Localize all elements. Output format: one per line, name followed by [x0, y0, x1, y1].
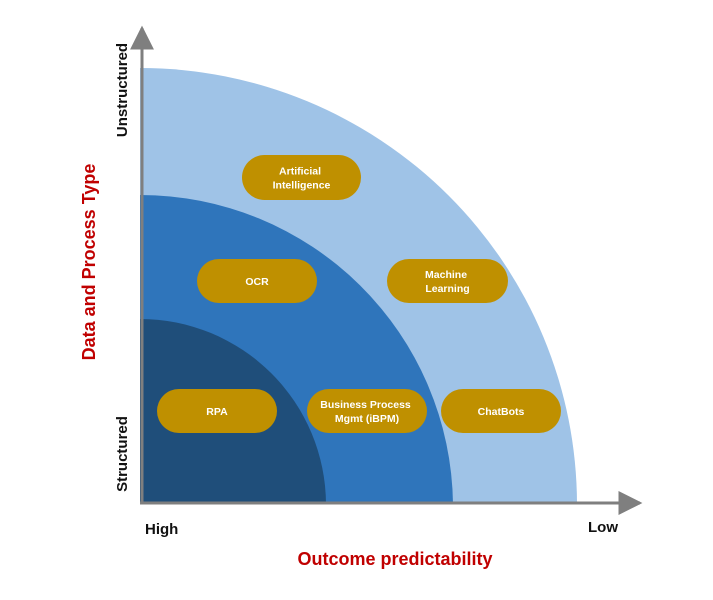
- pill-shape: [157, 389, 277, 433]
- pill-label-line: ChatBots: [478, 406, 525, 418]
- tech-pill-ocr: OCR: [197, 259, 317, 303]
- tech-pill-machine-learning: Machine Learning: [387, 259, 508, 303]
- pill-shape: [242, 155, 361, 200]
- tech-pill-business-process-mgmt: Business Process Mgmt (iBPM): [307, 389, 427, 433]
- pill-label-line: RPA: [206, 406, 228, 418]
- y-axis-unstructured-label: Unstructured: [114, 43, 131, 137]
- x-axis-low-label: Low: [588, 519, 618, 536]
- pill-shape: [441, 389, 561, 433]
- tech-pill-chatbots: ChatBots: [441, 389, 561, 433]
- pill-label: ChatBots: [478, 406, 525, 418]
- pill-label-line: Business Process: [320, 399, 411, 411]
- pill-label-line: Learning: [425, 283, 469, 295]
- pill-shape: [387, 259, 508, 303]
- pill-label: RPA: [206, 406, 228, 418]
- pill-label: Machine Learning: [425, 269, 470, 295]
- pill-label-line: Mgmt (iBPM): [335, 413, 399, 425]
- pill-shape: [197, 259, 317, 303]
- pill-label-line: Intelligence: [273, 180, 331, 192]
- y-axis-title: Data and Process Type: [79, 164, 99, 361]
- tech-pill-rpa: RPA: [157, 389, 277, 433]
- x-axis-title: Outcome predictability: [297, 549, 492, 569]
- x-axis-high-label: High: [145, 521, 178, 538]
- pill-label: Business Process Mgmt (iBPM): [320, 399, 413, 425]
- y-axis-structured-label: Structured: [114, 416, 131, 492]
- pill-label-line: Machine: [425, 269, 467, 281]
- pill-label-line: OCR: [245, 276, 269, 288]
- pill-shape: [307, 389, 427, 433]
- pill-label: OCR: [245, 276, 269, 288]
- pill-label-line: Artificial: [279, 166, 321, 178]
- pill-label: Artificial Intelligence: [273, 166, 331, 192]
- tech-pill-artificial-intelligence: Artificial Intelligence: [242, 155, 361, 200]
